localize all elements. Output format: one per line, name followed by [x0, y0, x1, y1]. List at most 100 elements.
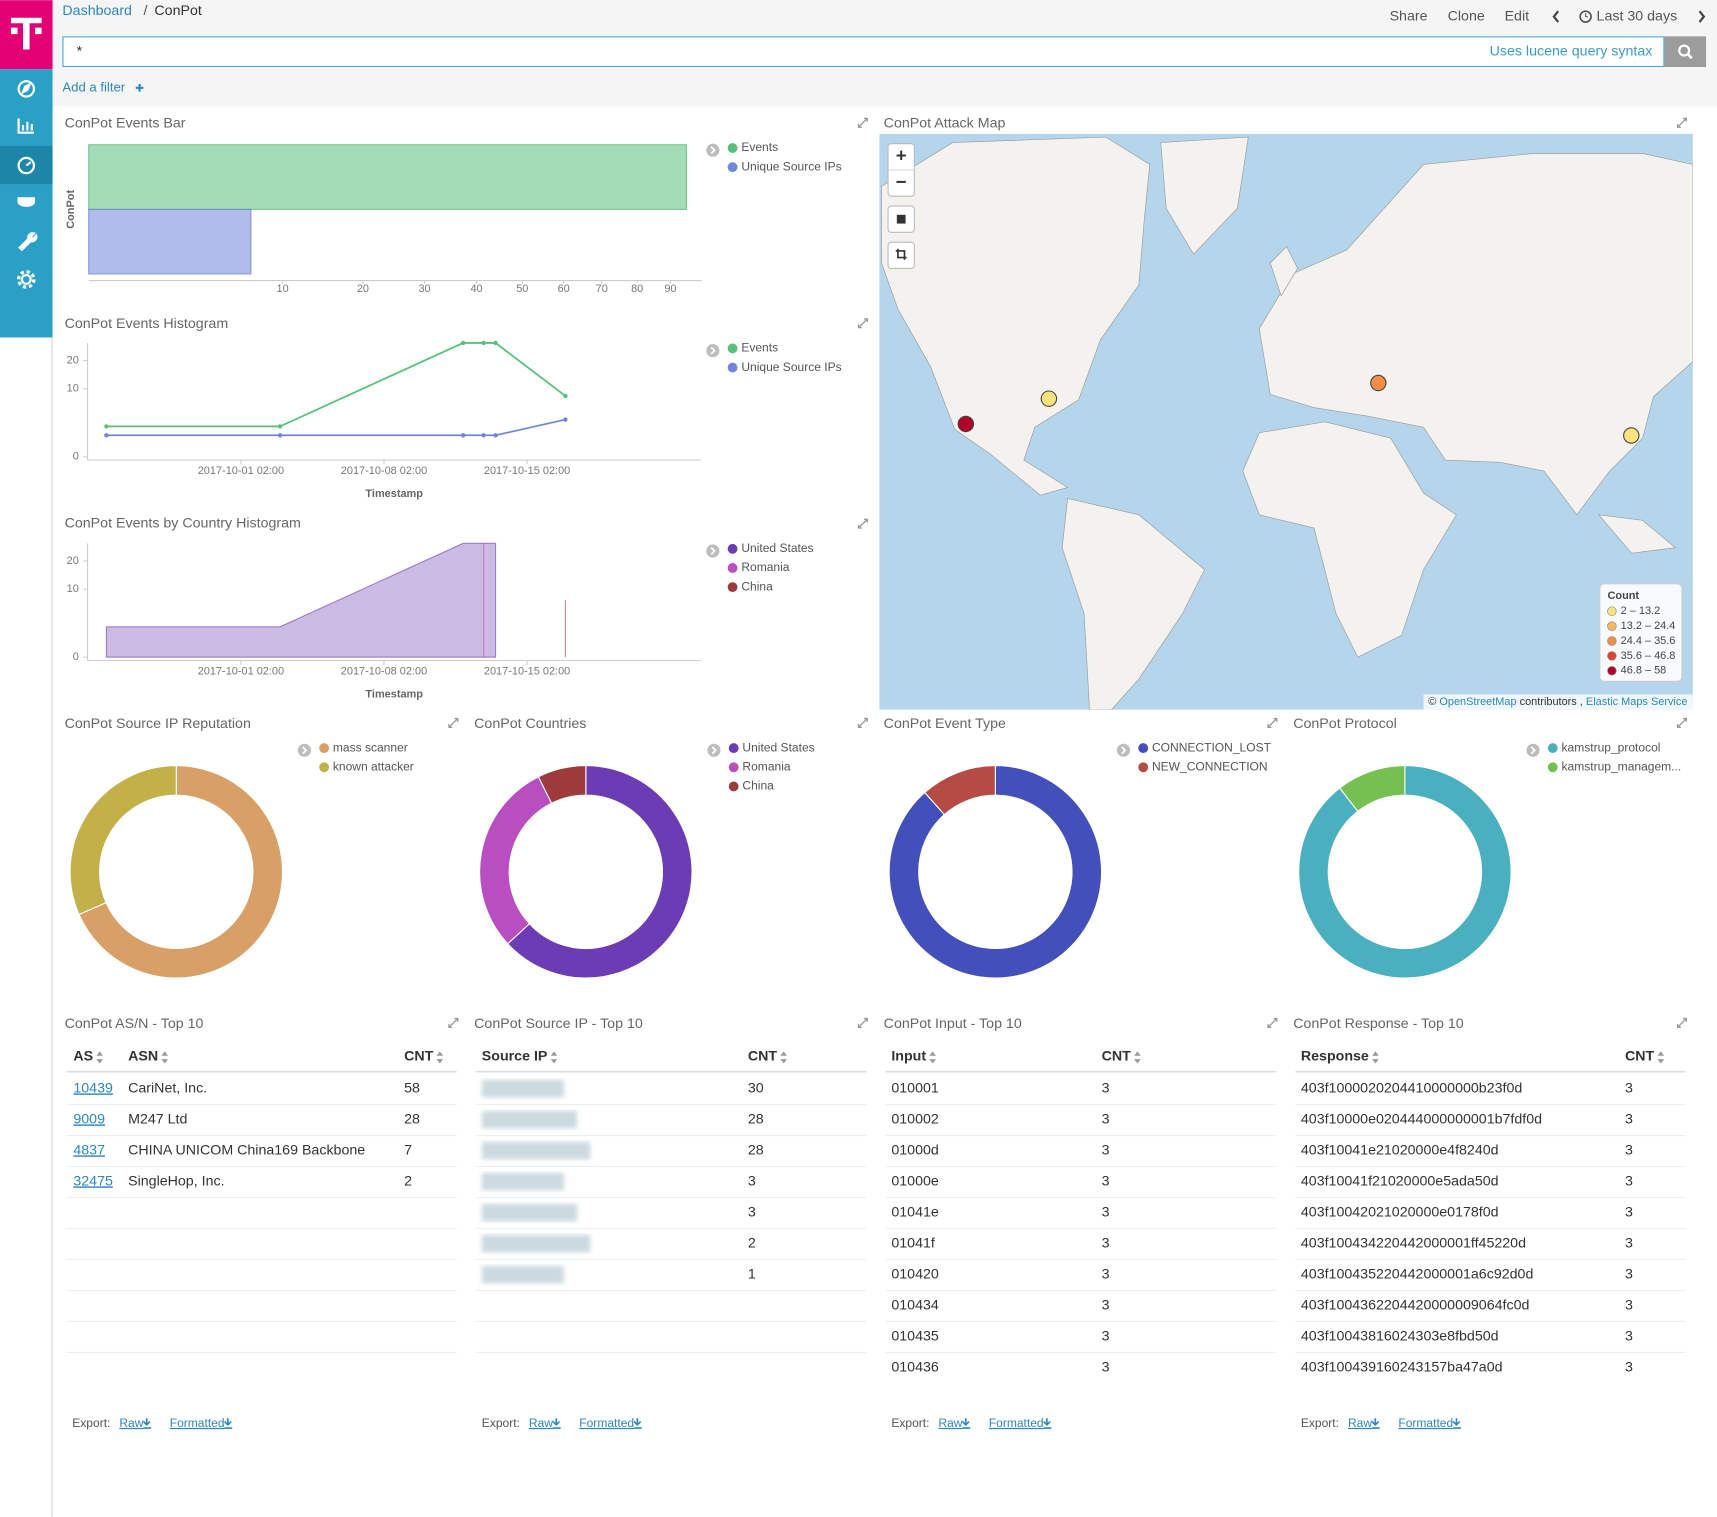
expand-icon[interactable]	[857, 318, 868, 329]
legend-label[interactable]: Events	[741, 140, 778, 154]
breadcrumb-link[interactable]: Dashboard	[62, 3, 132, 19]
cell-link[interactable]: 4837	[73, 1142, 105, 1158]
expand-icon[interactable]	[1267, 1017, 1278, 1028]
export-formatted[interactable]: Formatted	[579, 1416, 634, 1430]
legend-label[interactable]: United States	[742, 740, 814, 754]
legend-toggle[interactable]	[297, 743, 311, 757]
map-marker[interactable]	[957, 415, 975, 433]
point	[481, 340, 486, 346]
legend-label[interactable]: kamstrup_protocol	[1562, 740, 1661, 754]
expand-icon[interactable]	[1676, 1017, 1687, 1028]
legend-swatch	[728, 743, 739, 754]
column-header[interactable]: Source IP	[482, 1049, 548, 1065]
zoom-out[interactable]: −	[896, 171, 907, 192]
legend-label[interactable]: Events	[741, 341, 778, 355]
legend-label[interactable]: China	[741, 579, 773, 593]
map-marker[interactable]	[1370, 374, 1387, 392]
sort-icon[interactable]	[929, 1051, 936, 1064]
map-legend-swatch	[1607, 666, 1617, 676]
point	[563, 393, 568, 399]
expand-icon[interactable]	[1267, 717, 1278, 728]
expand-icon[interactable]	[1676, 717, 1687, 728]
column-header[interactable]: CNT	[748, 1049, 778, 1065]
legend-toggle[interactable]	[1526, 743, 1540, 757]
sort-icon[interactable]	[550, 1051, 558, 1064]
expand-icon[interactable]	[857, 717, 868, 728]
legend-label[interactable]: Unique Source IPs	[741, 360, 841, 374]
clone-button[interactable]: Clone	[1448, 8, 1485, 24]
search-hint[interactable]: Uses lucene query syntax	[1490, 43, 1653, 59]
legend-toggle[interactable]	[707, 743, 721, 757]
cell: 01000d	[891, 1142, 938, 1158]
export-formatted[interactable]: Formatted	[1398, 1416, 1453, 1430]
zoom-in[interactable]: +	[896, 145, 907, 166]
column-header[interactable]: CNT	[1102, 1049, 1132, 1065]
legend-toggle-icon	[710, 547, 716, 555]
expand-icon[interactable]	[857, 117, 868, 128]
column-header[interactable]: Response	[1301, 1049, 1369, 1065]
legend-label[interactable]: known attacker	[333, 759, 414, 773]
search-button[interactable]	[1664, 36, 1707, 67]
cell: 3	[1102, 1204, 1110, 1220]
search-input[interactable]	[62, 36, 1665, 67]
legend-swatch	[319, 762, 330, 773]
column-header[interactable]: ASN	[128, 1049, 158, 1065]
legend-label[interactable]: China	[742, 779, 774, 793]
column-header[interactable]: Input	[891, 1049, 926, 1065]
cell: 58	[404, 1080, 420, 1096]
export-raw[interactable]: Raw	[1348, 1416, 1372, 1430]
export-raw[interactable]: Raw	[938, 1416, 962, 1430]
legend-label[interactable]: Romania	[742, 759, 790, 773]
prev-button[interactable]	[1552, 10, 1560, 23]
area	[105, 542, 497, 658]
fit-button[interactable]	[887, 241, 915, 270]
legend-toggle[interactable]	[706, 143, 720, 157]
expand-icon[interactable]	[857, 518, 868, 529]
expand-icon[interactable]	[448, 717, 459, 728]
export-formatted[interactable]: Formatted	[989, 1416, 1044, 1430]
legend-label[interactable]: kamstrup_managem...	[1562, 759, 1682, 773]
attribution-bg	[1423, 694, 1693, 710]
sort-icon[interactable]	[1372, 1051, 1379, 1064]
cell: 3	[1102, 1142, 1110, 1158]
legend-label[interactable]: NEW_CONNECTION	[1152, 759, 1268, 773]
attribution-link[interactable]: OpenStreetMap	[1439, 696, 1516, 708]
sort-icon[interactable]	[436, 1051, 444, 1064]
legend-label[interactable]: Unique Source IPs	[741, 159, 841, 173]
legend-toggle[interactable]	[1116, 743, 1131, 757]
sort-icon[interactable]	[780, 1051, 787, 1064]
export-raw[interactable]: Raw	[529, 1416, 553, 1430]
map-legend-swatch	[1607, 636, 1617, 646]
cell-link[interactable]: 32475	[73, 1173, 113, 1189]
cell-link[interactable]: 9009	[73, 1111, 105, 1127]
map-controls	[887, 143, 1693, 710]
sort-icon[interactable]	[1657, 1051, 1665, 1064]
legend-swatch	[1547, 762, 1558, 773]
legend-label[interactable]: mass scanner	[333, 740, 408, 754]
column-header[interactable]: CNT	[404, 1049, 434, 1065]
legend-label[interactable]: Romania	[741, 560, 789, 574]
add-filter[interactable]: Add a filter	[62, 79, 125, 94]
expand-icon[interactable]	[1676, 117, 1687, 128]
export-raw[interactable]: Raw	[119, 1416, 143, 1430]
sort-icon[interactable]	[1134, 1051, 1141, 1064]
export-formatted[interactable]: Formatted	[170, 1416, 225, 1430]
map-marker[interactable]	[1623, 427, 1640, 444]
legend-toggle[interactable]	[706, 344, 720, 358]
time-picker[interactable]: Last 30 days	[1597, 8, 1678, 24]
expand-icon[interactable]	[857, 1017, 868, 1028]
expand-icon[interactable]	[448, 1017, 459, 1028]
legend-label[interactable]: CONNECTION_LOST	[1152, 740, 1272, 754]
legend-label[interactable]: United States	[741, 541, 813, 555]
cell-link[interactable]: 10439	[73, 1080, 113, 1096]
attribution-link[interactable]: Elastic Maps Service	[1586, 696, 1688, 708]
legend-toggle[interactable]	[706, 544, 720, 558]
edit-button[interactable]: Edit	[1505, 8, 1530, 24]
column-header[interactable]: AS	[73, 1049, 93, 1065]
share-button[interactable]: Share	[1390, 8, 1428, 24]
sort-icon[interactable]	[161, 1051, 169, 1064]
column-header[interactable]: CNT	[1625, 1049, 1655, 1065]
next-button[interactable]	[1698, 10, 1706, 23]
sort-icon[interactable]	[96, 1051, 103, 1064]
map-marker[interactable]	[1040, 390, 1058, 407]
